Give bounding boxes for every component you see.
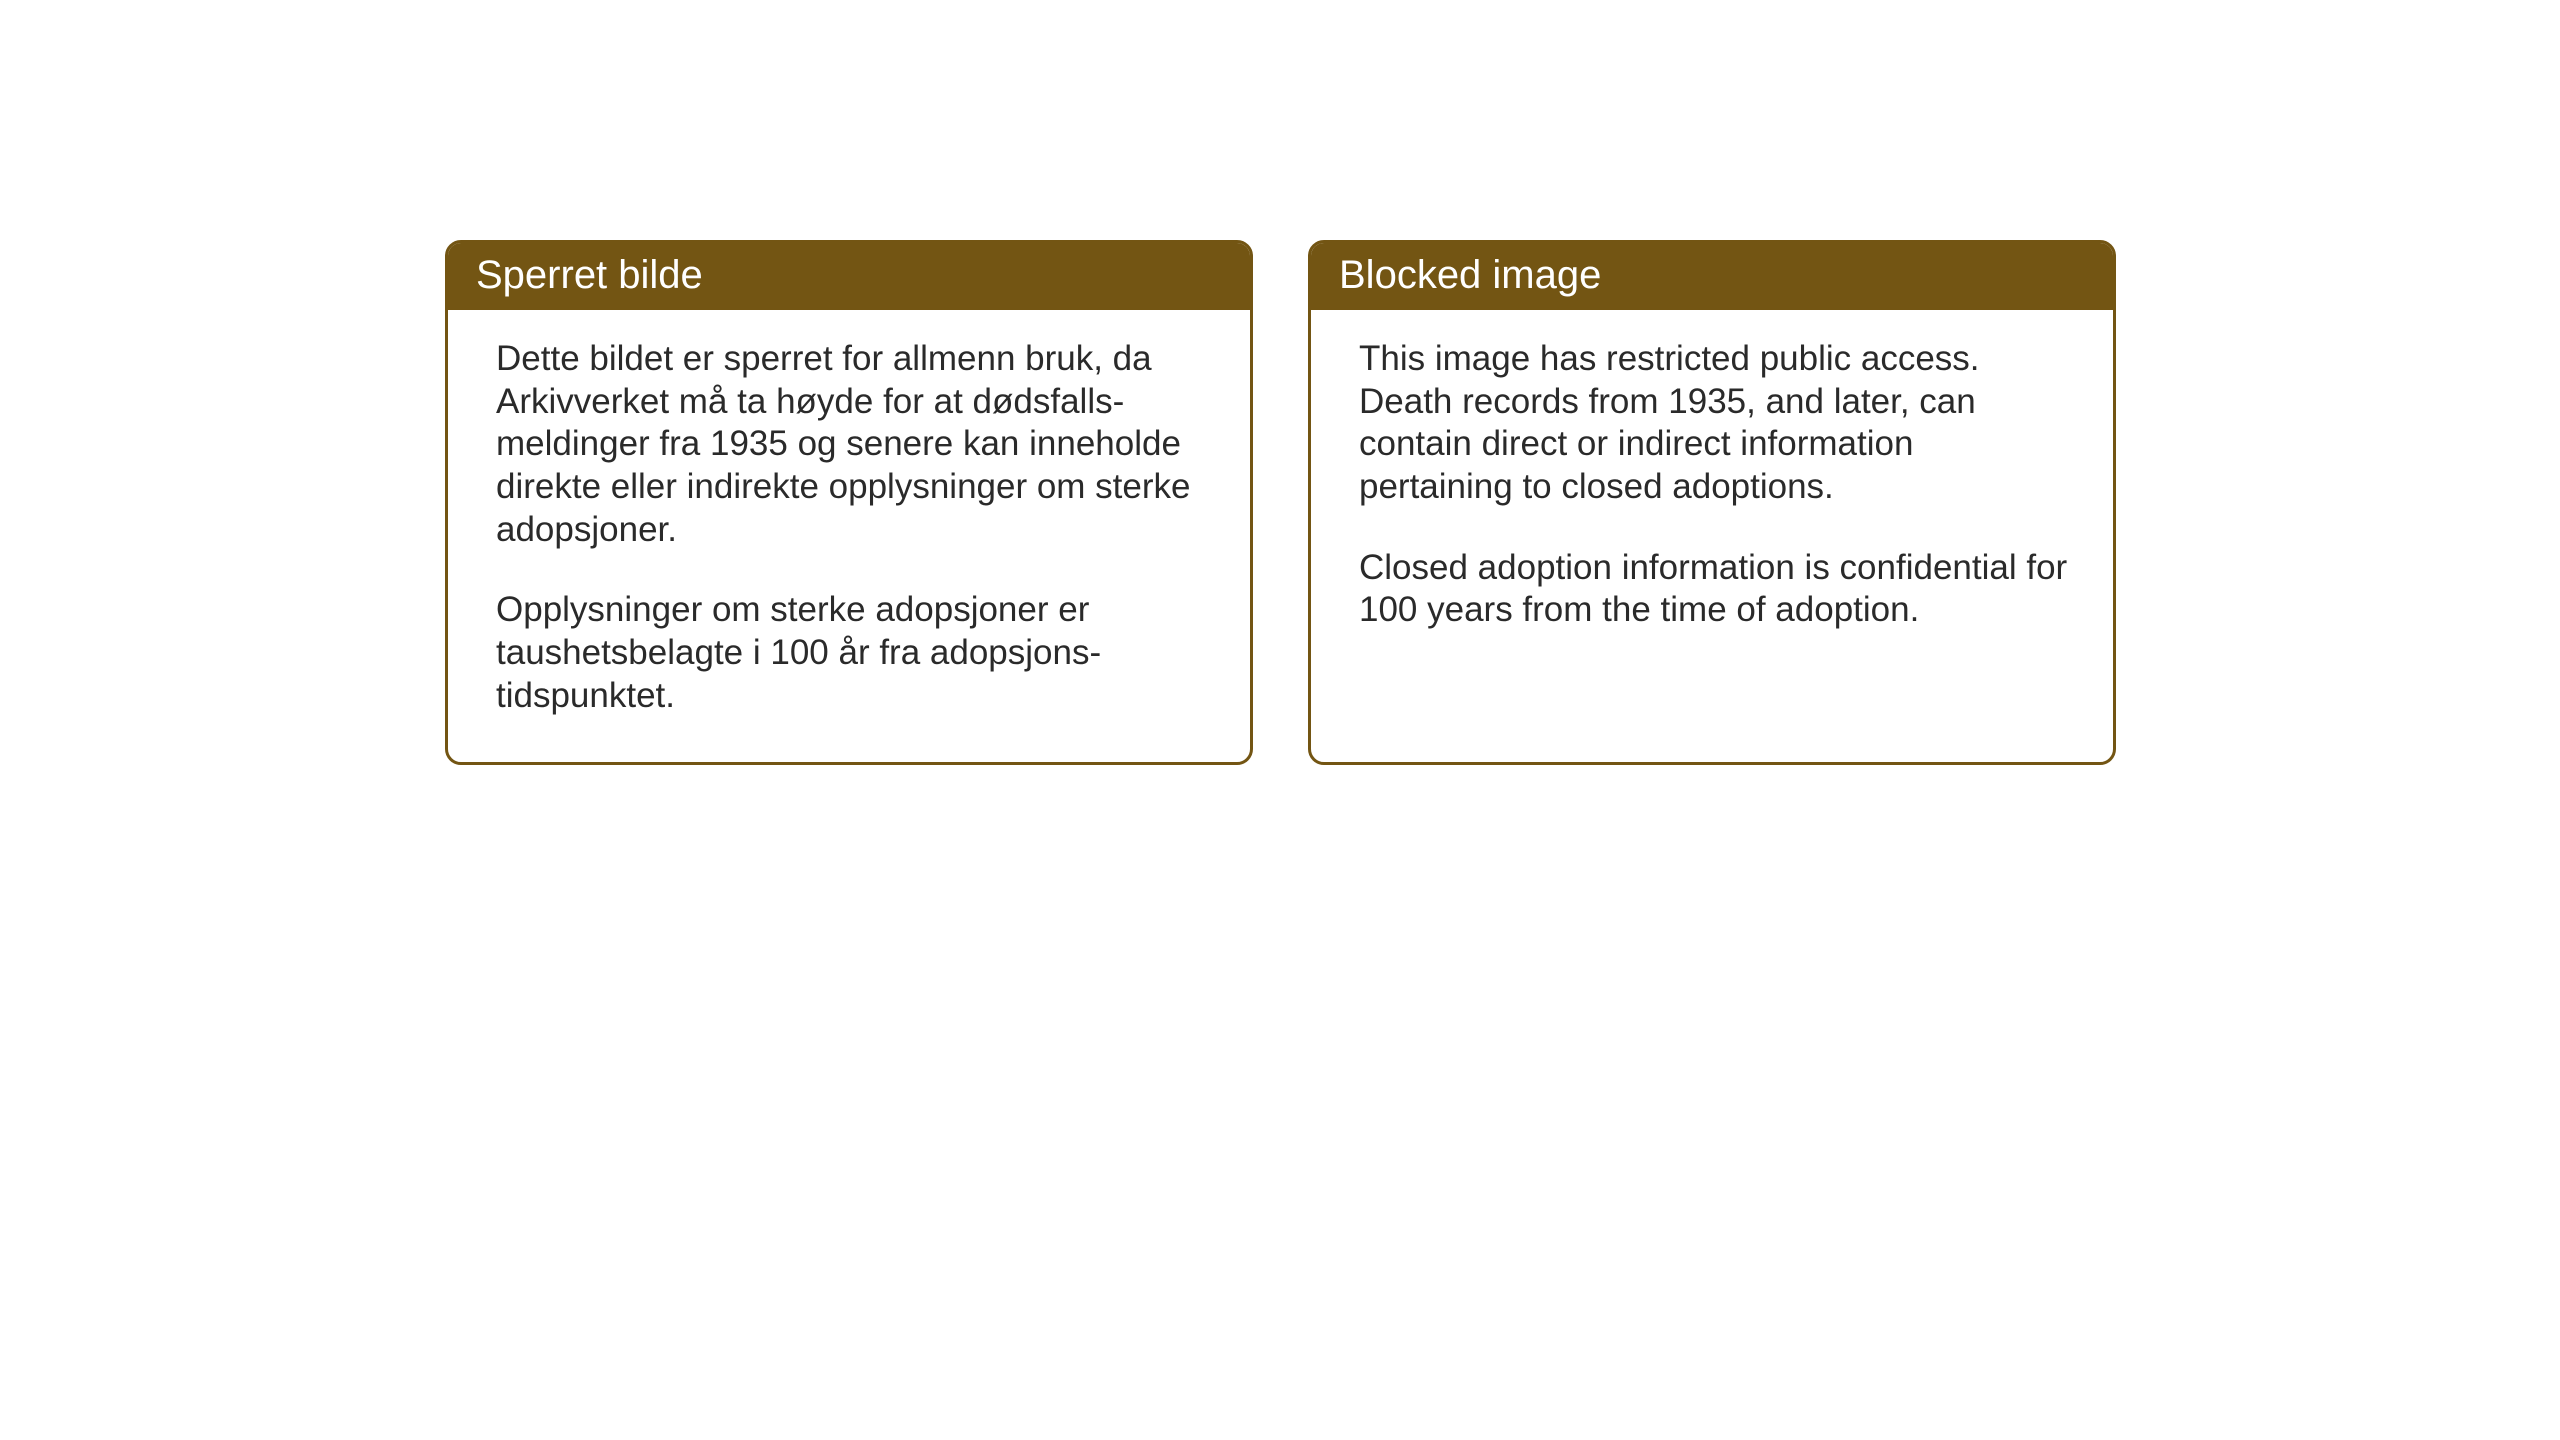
notice-container: Sperret bilde Dette bildet er sperret fo…	[445, 240, 2116, 765]
card-body-norwegian: Dette bildet er sperret for allmenn bruk…	[448, 310, 1250, 762]
card-paragraph-english-2: Closed adoption information is confident…	[1359, 547, 2073, 632]
card-paragraph-norwegian-1: Dette bildet er sperret for allmenn bruk…	[496, 338, 1210, 551]
card-paragraph-english-1: This image has restricted public access.…	[1359, 338, 2073, 509]
notice-card-english: Blocked image This image has restricted …	[1308, 240, 2116, 765]
notice-card-norwegian: Sperret bilde Dette bildet er sperret fo…	[445, 240, 1253, 765]
card-header-norwegian: Sperret bilde	[448, 243, 1250, 310]
card-title-english: Blocked image	[1339, 253, 1601, 297]
card-paragraph-norwegian-2: Opplysninger om sterke adopsjoner er tau…	[496, 589, 1210, 717]
card-header-english: Blocked image	[1311, 243, 2113, 310]
card-body-english: This image has restricted public access.…	[1311, 310, 2113, 676]
card-title-norwegian: Sperret bilde	[476, 253, 703, 297]
